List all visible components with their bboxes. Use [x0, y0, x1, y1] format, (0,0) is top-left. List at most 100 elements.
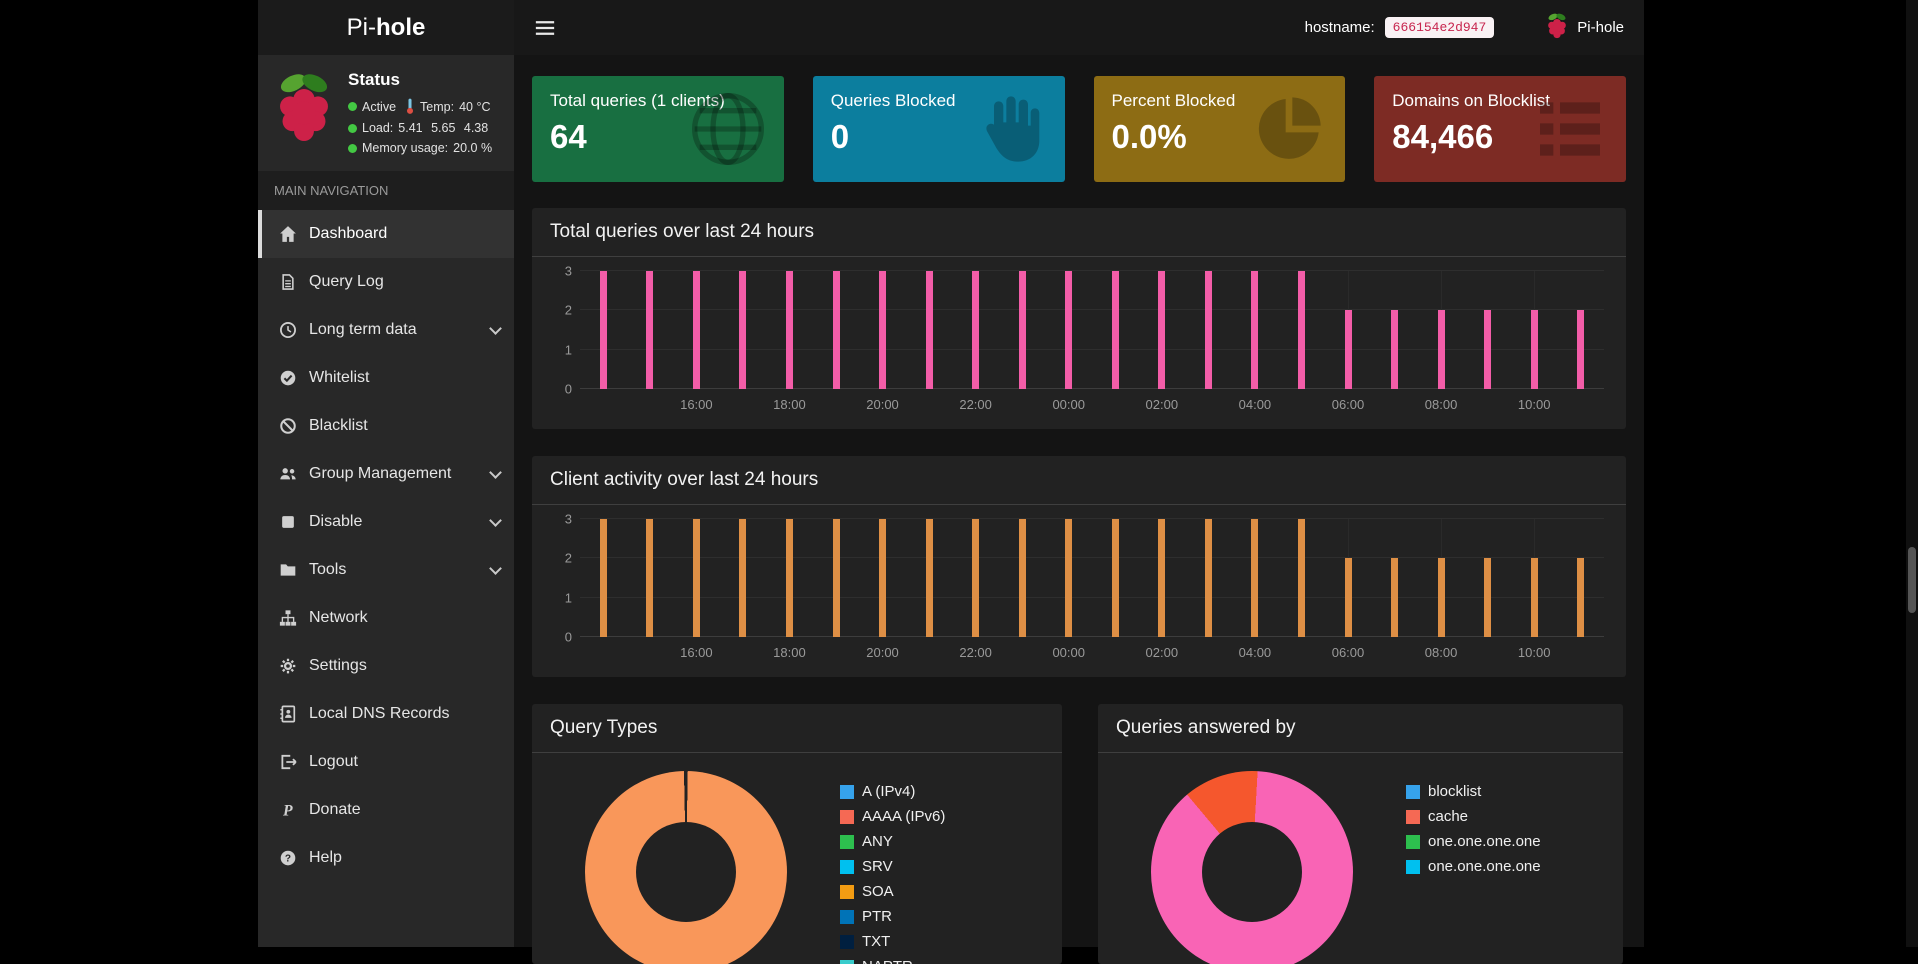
- check-circle-icon: [278, 369, 298, 387]
- sidebar-item-logout[interactable]: Logout: [258, 738, 514, 786]
- chart-bar[interactable]: [1112, 519, 1119, 637]
- chart-bar[interactable]: [693, 271, 700, 389]
- chart-bar[interactable]: [646, 519, 653, 637]
- chart-bar[interactable]: [1531, 310, 1538, 389]
- chart-bar[interactable]: [926, 271, 933, 389]
- chart-bar[interactable]: [1577, 310, 1584, 389]
- menu-toggle-icon[interactable]: [534, 20, 556, 36]
- home-icon: [278, 225, 298, 243]
- chart-bar[interactable]: [1112, 271, 1119, 389]
- sidebar-item-blacklist[interactable]: Blacklist: [258, 402, 514, 450]
- chart-bar[interactable]: [1391, 558, 1398, 637]
- chart-bar[interactable]: [1205, 271, 1212, 389]
- chart-bar[interactable]: [739, 519, 746, 637]
- legend-item[interactable]: SRV: [840, 858, 945, 875]
- legend-item[interactable]: ANY: [840, 833, 945, 850]
- top-navbar: Pi-hole hostname: 666154e2d947 Pi-hole: [258, 0, 1644, 55]
- sidebar-item-whitelist[interactable]: Whitelist: [258, 354, 514, 402]
- sidebar-item-help[interactable]: ?Help: [258, 834, 514, 882]
- chart-bar[interactable]: [1251, 271, 1258, 389]
- chart-bar[interactable]: [1158, 271, 1165, 389]
- sidebar-item-query-log[interactable]: Query Log: [258, 258, 514, 306]
- legend-item[interactable]: one.one.one.one: [1406, 858, 1541, 875]
- legend-item[interactable]: SOA: [840, 883, 945, 900]
- chart-bar[interactable]: [1158, 519, 1165, 637]
- legend-label: TXT: [862, 933, 890, 950]
- chart-bar[interactable]: [926, 519, 933, 637]
- legend-swatch: [840, 885, 854, 899]
- chart-bar[interactable]: [693, 519, 700, 637]
- chart-bar[interactable]: [600, 271, 607, 389]
- chart-bar[interactable]: [1484, 310, 1491, 389]
- legend-item[interactable]: NAPTR: [840, 958, 945, 964]
- sidebar-item-network[interactable]: Network: [258, 594, 514, 642]
- legend-item[interactable]: blocklist: [1406, 783, 1541, 800]
- legend-label: PTR: [862, 908, 892, 925]
- chart-bar[interactable]: [879, 271, 886, 389]
- chart-bar[interactable]: [1345, 310, 1352, 389]
- legend-item[interactable]: one.one.one.one: [1406, 833, 1541, 850]
- chart-bar[interactable]: [1298, 271, 1305, 389]
- chart-bar[interactable]: [972, 271, 979, 389]
- sidebar-item-tools[interactable]: Tools: [258, 546, 514, 594]
- chart-bar[interactable]: [879, 519, 886, 637]
- brand-logo[interactable]: Pi-hole: [258, 0, 514, 55]
- chart-bar[interactable]: [646, 271, 653, 389]
- chart-bar[interactable]: [1205, 519, 1212, 637]
- queries-answered-legend: blocklist cache one.one.one.one one.one.one…: [1388, 783, 1541, 964]
- pihole-home-link[interactable]: Pi-hole: [1546, 12, 1624, 44]
- temp-value: 40 °C: [459, 100, 490, 114]
- query-types-legend: A (IPv4) AAAA (IPv6) ANY SRV SOA PTR TXT NAPTR: [822, 783, 945, 964]
- chart-bar[interactable]: [1019, 519, 1026, 637]
- chart-bar[interactable]: [1065, 271, 1072, 389]
- query-types-donut[interactable]: [585, 771, 787, 964]
- legend-item[interactable]: TXT: [840, 933, 945, 950]
- product-name: Pi-hole: [1577, 19, 1624, 36]
- sidebar-item-disable[interactable]: Disable: [258, 498, 514, 546]
- chart-bar[interactable]: [739, 271, 746, 389]
- sidebar-item-label: Disable: [309, 513, 362, 531]
- x-tick-label: 22:00: [959, 645, 992, 660]
- sidebar-item-label: Settings: [309, 657, 367, 675]
- chart-bar[interactable]: [1298, 519, 1305, 637]
- chart-bar[interactable]: [1577, 558, 1584, 637]
- y-tick-label: 2: [550, 551, 572, 566]
- sidebar-item-dashboard[interactable]: Dashboard: [258, 210, 514, 258]
- sidebar-item-long-term-data[interactable]: Long term data: [258, 306, 514, 354]
- chart-bar[interactable]: [1019, 271, 1026, 389]
- chart-bar[interactable]: [1484, 558, 1491, 637]
- chart-bar[interactable]: [833, 519, 840, 637]
- queries-answered-donut[interactable]: [1151, 771, 1353, 964]
- legend-item[interactable]: PTR: [840, 908, 945, 925]
- chart-bar[interactable]: [1531, 558, 1538, 637]
- chart-bar[interactable]: [972, 519, 979, 637]
- y-tick-label: 3: [550, 264, 572, 279]
- legend-item[interactable]: A (IPv4): [840, 783, 945, 800]
- legend-swatch: [1406, 810, 1420, 824]
- sidebar-item-settings[interactable]: Settings: [258, 642, 514, 690]
- sidebar-item-group-management[interactable]: Group Management: [258, 450, 514, 498]
- scrollbar-thumb[interactable]: [1908, 547, 1916, 613]
- sidebar-item-label: Long term data: [309, 321, 417, 339]
- sidebar-item-label: Query Log: [309, 273, 384, 291]
- main-navigation-label: MAIN NAVIGATION: [258, 171, 514, 210]
- chart-bar[interactable]: [1438, 558, 1445, 637]
- load-values: 5.41 5.65 4.38: [398, 121, 488, 135]
- chart-bar[interactable]: [786, 271, 793, 389]
- legend-item[interactable]: AAAA (IPv6): [840, 808, 945, 825]
- chart-bar[interactable]: [600, 519, 607, 637]
- chart-bar[interactable]: [1345, 558, 1352, 637]
- sidebar-item-local-dns-records[interactable]: Local DNS Records: [258, 690, 514, 738]
- chart-bar[interactable]: [1251, 519, 1258, 637]
- navbar-main: hostname: 666154e2d947 Pi-hole: [514, 0, 1644, 55]
- scrollbar-track[interactable]: [1906, 0, 1918, 947]
- chart-bar[interactable]: [1065, 519, 1072, 637]
- chart-bar[interactable]: [833, 271, 840, 389]
- chart-bar[interactable]: [1391, 310, 1398, 389]
- legend-item[interactable]: cache: [1406, 808, 1541, 825]
- chart-bar[interactable]: [786, 519, 793, 637]
- chart-bar[interactable]: [1438, 310, 1445, 389]
